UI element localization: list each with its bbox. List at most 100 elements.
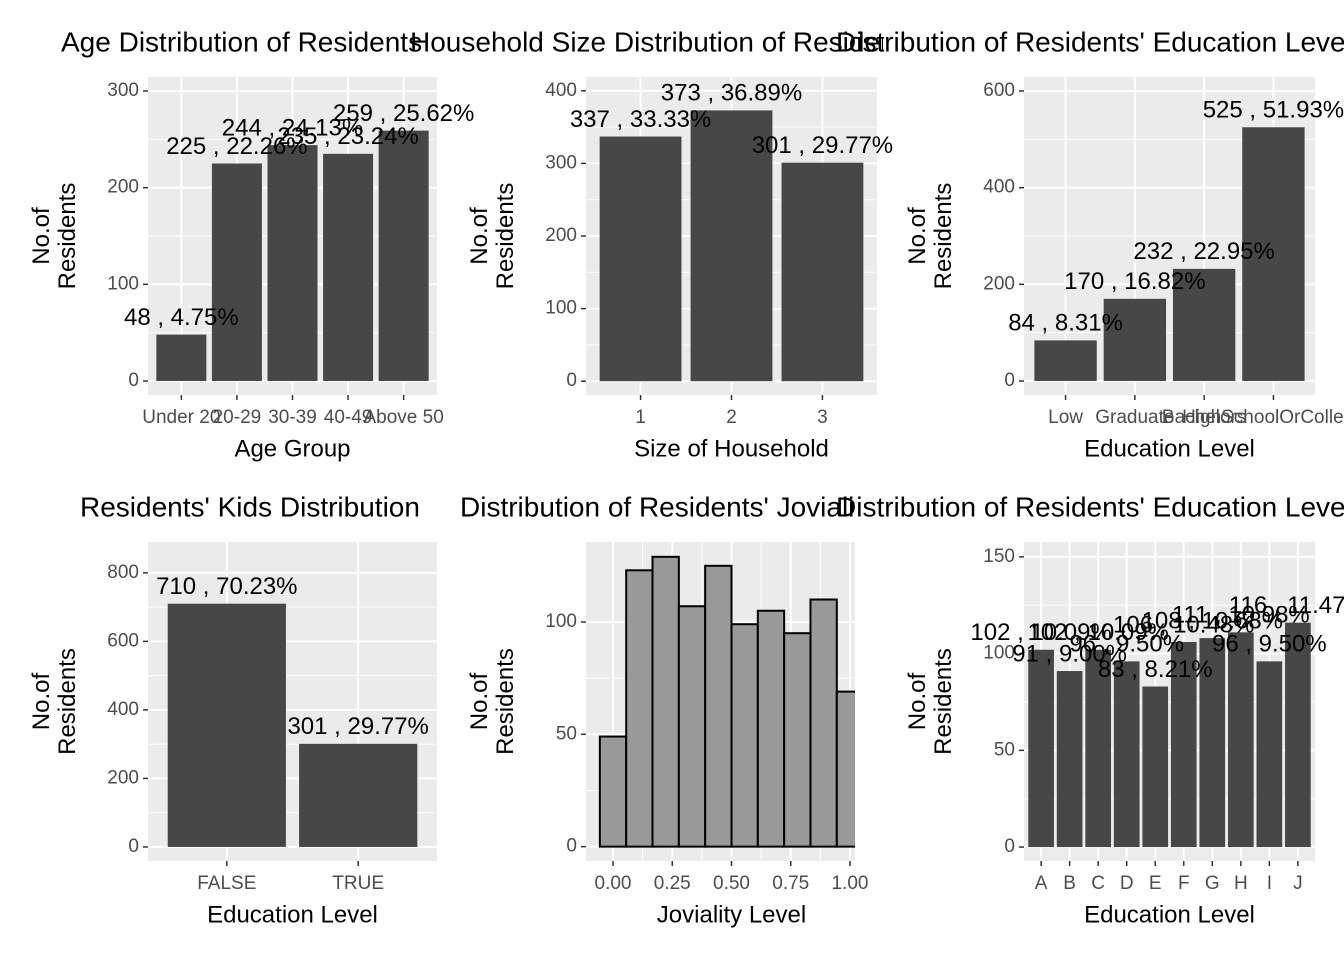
x-tick-label: Bachelors (1162, 407, 1247, 428)
x-tick-label: HighSchoolOrCollege (1182, 407, 1344, 428)
value-label: 111 , 10.98% (1172, 602, 1310, 629)
histogram-bar (835, 690, 855, 848)
y-tick-label: 800 (107, 562, 139, 583)
y-tick-label: 200 (983, 273, 1015, 294)
y-tick-label: 0 (1004, 836, 1015, 857)
y-tick-label: 150 (983, 546, 1015, 567)
value-label: 301 , 29.77% (287, 713, 428, 740)
x-axis-title: Education Level (1084, 435, 1255, 462)
chart-panel: 0 100 200 300 (107, 77, 437, 400)
y-tick-label: 300 (545, 152, 577, 173)
histogram-bar (783, 632, 812, 848)
x-axis-title: Size of Household (634, 435, 829, 462)
chart-title: Distribution of Residents' Joviality (460, 491, 876, 522)
bar (211, 163, 262, 381)
x-tick-label: J (1293, 873, 1303, 894)
value-label: 102 , 10.09% (970, 619, 1111, 646)
value-label: 710 , 70.23% (156, 573, 297, 600)
bar (167, 603, 286, 847)
bar (267, 145, 318, 381)
chart-title: Household Size Distribution of Residents (410, 26, 917, 57)
bar (323, 153, 374, 381)
y-axis-title: No.ofResidents (904, 648, 957, 755)
y-tick-label: 200 (107, 177, 139, 198)
value-label: 106 , 10.48% (1113, 611, 1254, 638)
value-label: 48 , 4.75% (124, 304, 239, 331)
title-group: Distribution of Residents' Education Lev… (836, 26, 1344, 57)
y-tick-label: 400 (107, 699, 139, 720)
bar (1242, 127, 1305, 381)
x-tick-label: 1 (635, 407, 646, 428)
x-tick-label: B (1063, 873, 1076, 894)
x-tick-label: TRUE (332, 873, 384, 894)
value-label: 259 , 25.62% (333, 100, 474, 127)
bar (156, 334, 207, 381)
value-label: 102 , 10.09% (1027, 619, 1168, 646)
bar (1142, 686, 1169, 848)
x-tick-label: 40-49 (324, 407, 373, 428)
value-label: 83 , 8.21% (1098, 656, 1213, 683)
x-tick-label: FALSE (197, 873, 256, 894)
value-label: 91 , 9.00% (1012, 640, 1127, 667)
marks: 710 , 70.23% 301 , 29.77% (156, 573, 429, 740)
value-label: 84 , 8.31% (1008, 310, 1123, 337)
y-tick-label: 0 (1004, 370, 1015, 391)
y-tick-label: 600 (983, 80, 1015, 101)
x-tick-label: Low (1048, 407, 1083, 428)
x-tick-label: 3 (817, 407, 828, 428)
value-label: 244 , 24.13% (222, 114, 363, 141)
marks: 48 , 4.75% 225 , 22.26%244 , 24.13%235 , … (124, 100, 474, 331)
title-group: Household Size Distribution of Residents (410, 26, 917, 57)
marks: 337 , 33.33%373 , 36.89% 301 , 29.77% (570, 80, 893, 159)
x-tick-label: H (1234, 873, 1248, 894)
x-tick-label: 1.00 (831, 873, 868, 894)
value-label: 108 , 10.68% (1142, 607, 1283, 634)
x-tick-label: 0.25 (654, 873, 691, 894)
x-tick-label: I (1267, 873, 1272, 894)
title-group: Distribution of Residents' Joviality (460, 491, 876, 522)
bar (1034, 340, 1097, 381)
bar (1056, 671, 1083, 848)
x-axis-title: Age Group (234, 435, 350, 462)
y-tick-label: 100 (545, 298, 577, 319)
bar (781, 162, 864, 382)
chart-title: Distribution of Residents' Education Lev… (836, 26, 1344, 57)
bar (378, 130, 429, 381)
chart-title: Age Distribution of Residents (61, 26, 422, 57)
bar (1085, 649, 1112, 848)
x-axis-title: Education Level (1084, 901, 1255, 928)
y-tick-label: 50 (994, 739, 1015, 760)
x-tick-label: 0.75 (772, 873, 809, 894)
histogram-bar (809, 598, 838, 848)
histogram-bar (677, 605, 707, 848)
value-label: 116 , 11.47% (1229, 592, 1344, 619)
value-label: 235 , 23.24% (277, 123, 418, 150)
y-tick-label: 400 (545, 80, 577, 101)
value-label: 225 , 22.26% (166, 133, 307, 160)
x-tick-label: Above 50 (364, 407, 444, 428)
value-label: 373 , 36.89% (661, 80, 802, 107)
value-label: 232 , 22.95% (1133, 238, 1274, 265)
y-tick-label: 100 (545, 611, 577, 632)
bar (1172, 268, 1236, 381)
y-axis-title: No.ofResidents (28, 648, 81, 755)
y-tick-label: 200 (545, 225, 577, 246)
y-axis-title: No.ofResidents (466, 648, 519, 755)
x-axis-title: Education Level (207, 901, 378, 928)
y-tick-label: 0 (128, 370, 139, 391)
title-group: Residents' Kids Distribution (80, 491, 420, 522)
histogram-bar (598, 735, 628, 848)
value-label: 301 , 29.77% (752, 132, 893, 159)
bar (1256, 661, 1283, 848)
marks: 84 , 8.31% 170 , 16.82% 232 , 22.95% 525 , … (1008, 97, 1344, 337)
x-tick-label: F (1178, 873, 1190, 894)
y-tick-label: 0 (566, 370, 577, 391)
chart-panel: 0 50 100 (545, 542, 855, 866)
chart-title: Distribution of Residents' Education Lev… (836, 491, 1344, 522)
y-axis-title: No.ofResidents (28, 183, 81, 290)
bar (599, 136, 682, 382)
chart-panel: 0 200 400 600 (983, 77, 1315, 400)
bar (690, 110, 773, 382)
bar (1113, 661, 1140, 848)
value-label: 96 , 9.50% (1212, 631, 1327, 658)
